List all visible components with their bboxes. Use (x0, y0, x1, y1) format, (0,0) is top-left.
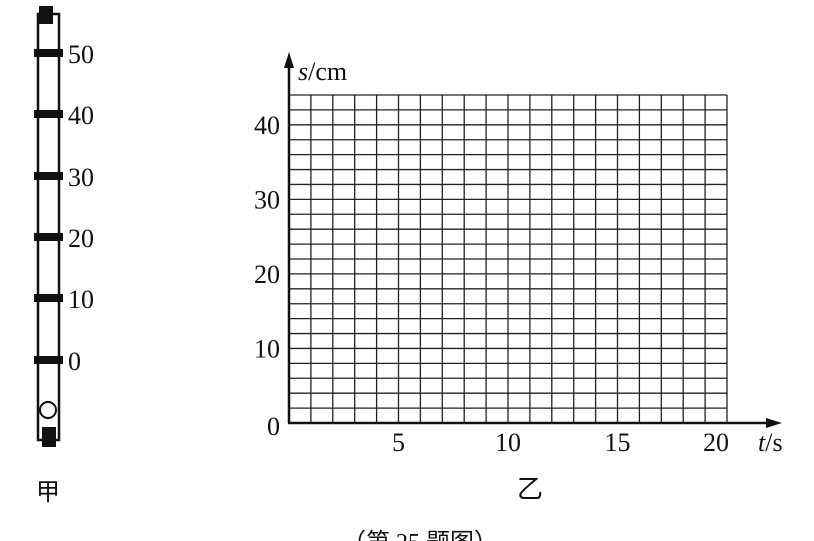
x-tick-label: 15 (605, 428, 631, 457)
tube-label: 甲 (36, 480, 60, 506)
scale-mark-label: 0 (68, 347, 81, 376)
scale-mark-label: 20 (68, 224, 94, 253)
y-tick-label: 20 (254, 260, 280, 289)
scale-mark-label: 30 (68, 163, 94, 192)
scale-mark (34, 49, 63, 57)
figure-caption: （第 25 题图） (342, 529, 498, 541)
glass-tube: 50 40 30 20 10 0 (34, 6, 94, 447)
air-bubble (39, 401, 57, 419)
y-tick-label: 30 (254, 185, 280, 214)
scale-mark (34, 172, 63, 180)
grid (288, 94, 728, 424)
x-axis-title: t/s (758, 428, 783, 457)
x-axis-arrow-icon (766, 418, 782, 428)
y-tick-label: 0 (267, 412, 280, 441)
y-axis-title: s/cm (298, 57, 347, 86)
bottom-stopper (42, 427, 56, 447)
scale-mark (34, 233, 63, 241)
scale-mark (34, 356, 63, 364)
x-tick-label: 20 (703, 428, 729, 457)
graph-label: 乙 (517, 475, 543, 504)
y-tick-label: 40 (254, 111, 280, 140)
top-stopper (39, 6, 53, 24)
x-tick-label: 5 (392, 428, 405, 457)
y-tick-label: 10 (254, 334, 280, 363)
scale-mark (34, 110, 63, 118)
scale-mark-label: 10 (68, 285, 94, 314)
scale-mark (34, 294, 63, 302)
scale-mark-label: 50 (68, 40, 94, 69)
scale-mark-label: 40 (68, 101, 94, 130)
axes (284, 52, 782, 428)
x-tick-label: 10 (495, 428, 521, 457)
y-axis-arrow-icon (284, 52, 294, 68)
